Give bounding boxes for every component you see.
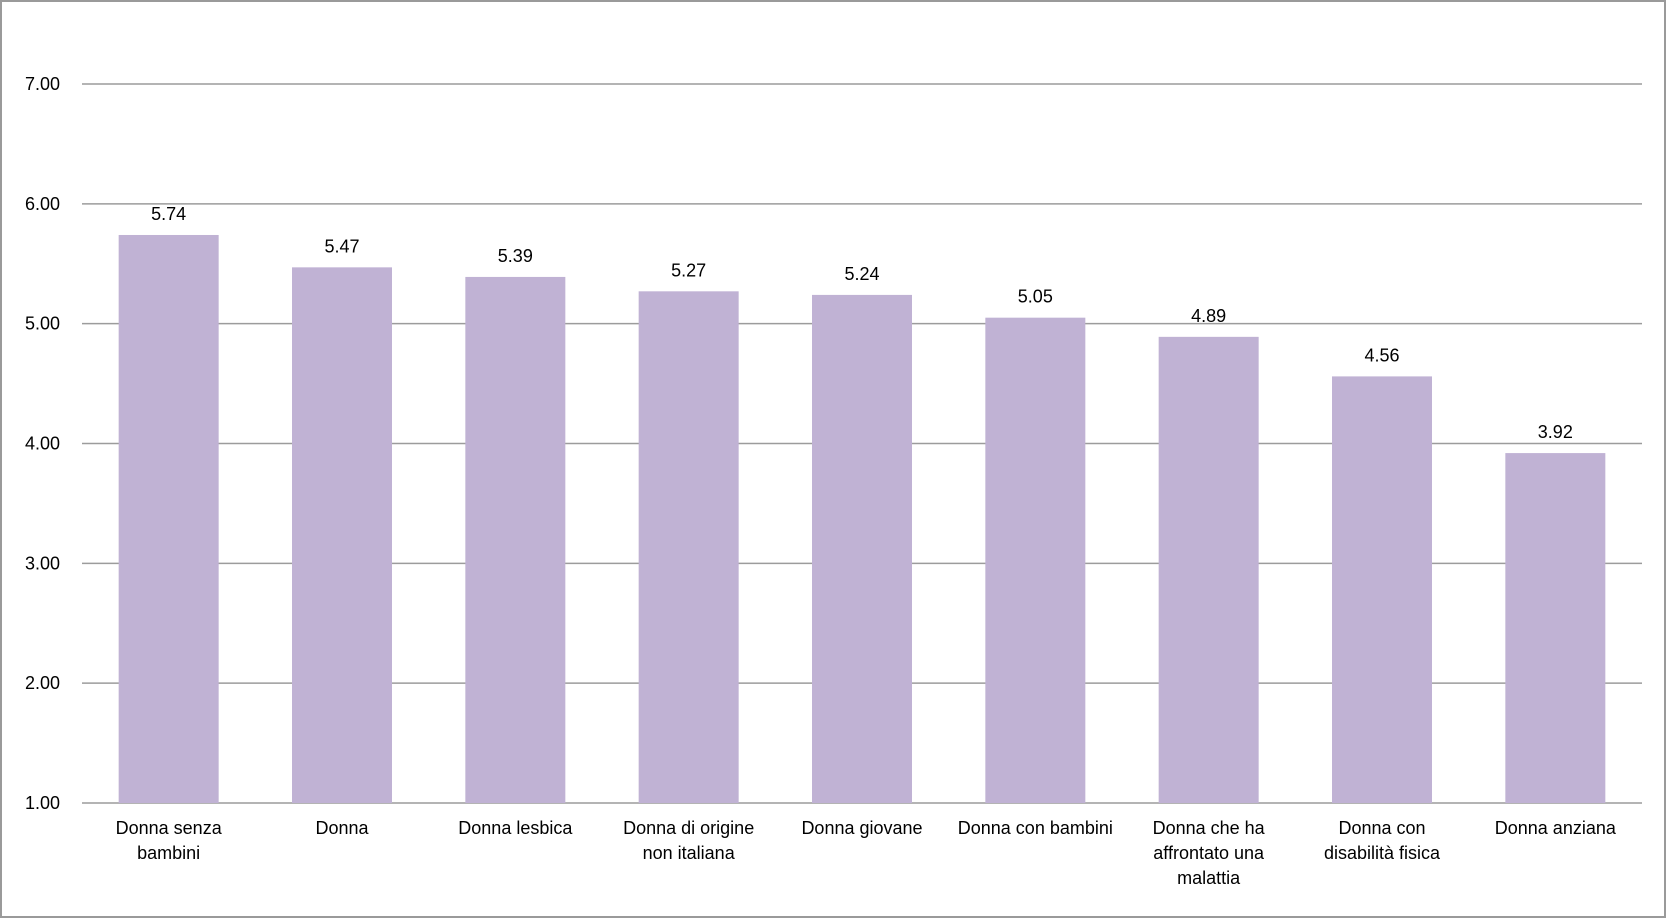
bar [812,294,912,803]
x-axis-categories: Donna senza bambini Donna Donna lesbica Donn… [116,818,1617,888]
category-label-line: disabilità fisica [1324,843,1441,863]
category-label: Donna [315,818,369,838]
y-tick-label: 1.00 [25,793,60,813]
category-label-line: Donna anziana [1495,818,1617,838]
data-label: 5.05 [1018,287,1053,307]
y-axis-ticks: 1.00 2.00 3.00 4.00 5.00 6.00 7.00 [25,74,60,813]
y-tick-label: 4.00 [25,434,60,454]
bar [638,291,739,803]
data-label: 5.27 [671,260,706,280]
bar [1332,376,1432,803]
data-labels: 5.74 5.47 5.39 5.27 5.24 5.05 4.89 4.56 3.92 [151,204,1573,442]
y-tick-label: 6.00 [25,194,60,214]
category-label-line: Donna con bambini [958,818,1113,838]
category-label: Donna anziana [1495,818,1617,838]
bar [985,317,1086,803]
category-label-line: Donna con [1338,818,1425,838]
y-tick-label: 2.00 [25,673,60,693]
category-label: Donna che ha affrontato una malattia [1153,818,1266,888]
category-label-line: bambini [137,843,200,863]
category-label-line: non italiana [643,843,736,863]
bar [118,234,219,804]
y-tick-label: 7.00 [25,74,60,94]
category-label: Donna giovane [801,818,922,838]
data-label: 5.47 [324,236,359,256]
y-tick-label: 5.00 [25,314,60,334]
y-tick-label: 3.00 [25,553,60,573]
bars [118,234,1606,804]
category-label: Donna con bambini [958,818,1113,838]
data-label: 3.92 [1538,422,1573,442]
bar [1158,336,1259,803]
category-label: Donna senza bambini [116,818,223,863]
bar [1505,453,1606,803]
data-label: 4.56 [1364,345,1399,365]
bar [292,267,392,804]
category-label-line: Donna di origine [623,818,754,838]
category-label-line: malattia [1177,868,1241,888]
category-label: Donna con disabilità fisica [1324,818,1441,863]
category-label-line: Donna giovane [801,818,922,838]
category-label-line: affrontato una [1153,843,1265,863]
data-label: 5.74 [151,204,186,224]
data-label: 5.39 [498,246,533,266]
category-label-line: Donna senza [116,818,223,838]
category-label-line: Donna che ha [1153,818,1266,838]
category-label: Donna lesbica [458,818,573,838]
category-label: Donna di origine non italiana [623,818,754,863]
data-label: 5.24 [844,264,879,284]
bar [465,276,566,804]
data-label: 4.89 [1191,306,1226,326]
category-label-line: Donna lesbica [458,818,573,838]
category-label-line: Donna [315,818,369,838]
